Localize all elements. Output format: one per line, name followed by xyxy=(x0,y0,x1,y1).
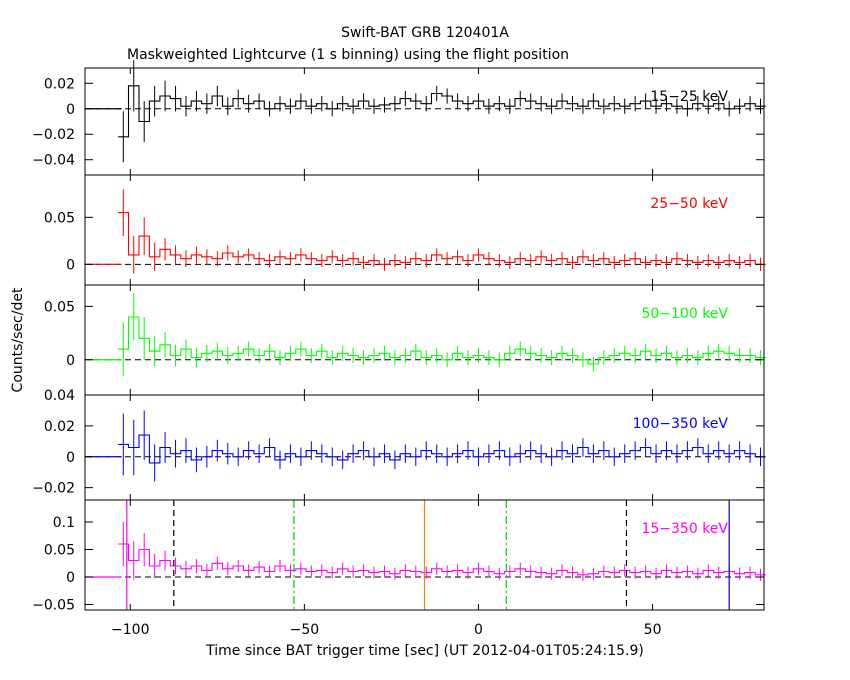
series-line xyxy=(118,316,766,365)
panel-3: 0.04 0.02 0 −0.02 100−350 keV xyxy=(32,388,766,501)
x-tick-label: −50 xyxy=(290,622,320,638)
series-label: 100−350 keV xyxy=(633,416,729,432)
panel-1: 0.05 0 25−50 keV xyxy=(44,174,766,286)
series-label: 50−100 keV xyxy=(641,306,728,322)
y-tick-label: 0 xyxy=(66,450,75,466)
y-tick-label: −0.04 xyxy=(32,153,75,169)
x-tick-label: 50 xyxy=(644,622,662,638)
series-label: 15−350 keV xyxy=(641,521,728,537)
y-tick-label: 0 xyxy=(66,257,75,273)
x-axis-label: Time since BAT trigger time [sec] (UT 20… xyxy=(205,643,644,659)
y-tick-label: 0.1 xyxy=(53,515,75,531)
y-tick-label: 0.02 xyxy=(44,76,75,92)
series-line xyxy=(118,543,766,576)
panel-frame xyxy=(84,284,765,396)
series-label: 25−50 keV xyxy=(650,196,728,212)
series-line xyxy=(118,212,766,265)
figure-title: Swift-BAT GRB 120401A xyxy=(341,25,509,41)
panel-4: 0.1 0.05 0 −0.05 15−350 keV xyxy=(32,499,766,614)
y-tick-label: 0.04 xyxy=(44,388,75,404)
y-tick-label: 0.05 xyxy=(44,299,75,315)
panel-0: 0.02 0 −0.02 −0.04 15−25 keV xyxy=(32,60,766,176)
y-tick-label: −0.02 xyxy=(32,127,75,143)
y-tick-label: 0 xyxy=(66,570,75,586)
y-tick-label: 0 xyxy=(66,102,75,118)
series-label: 15−25 keV xyxy=(650,89,728,105)
panel-frame xyxy=(84,394,765,501)
y-tick-label: 0.02 xyxy=(44,419,75,435)
panel-frame xyxy=(84,499,765,611)
y-tick-label: −0.05 xyxy=(32,598,75,614)
series-line xyxy=(118,434,766,464)
x-tick-label: 0 xyxy=(474,622,483,638)
x-tick-label: −100 xyxy=(111,622,149,638)
y-tick-label: 0 xyxy=(66,353,75,369)
panel-2: 0.05 0 50−100 keV xyxy=(44,284,766,396)
panel-frame xyxy=(84,174,765,286)
figure-subtitle: Maskweighted Lightcurve (1 s binning) us… xyxy=(127,47,569,63)
panel-frame xyxy=(84,67,765,176)
y-tick-label: 0.05 xyxy=(44,210,75,226)
y-tick-label: −0.02 xyxy=(32,481,75,497)
y-axis-label: Counts/sec/det xyxy=(10,287,26,392)
y-tick-label: 0.05 xyxy=(44,543,75,559)
